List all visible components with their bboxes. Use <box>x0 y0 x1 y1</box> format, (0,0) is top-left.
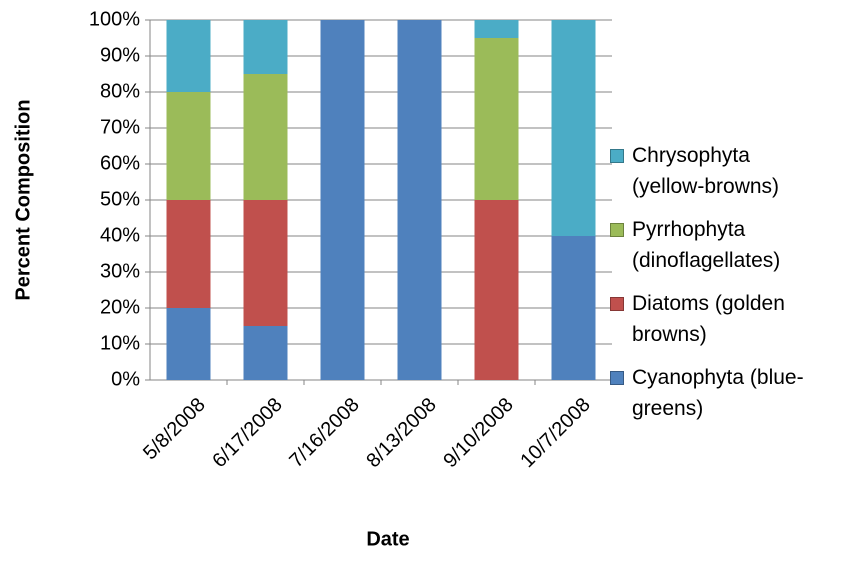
bar-segment <box>474 38 519 200</box>
bar-segment <box>551 20 596 236</box>
y-tick-label: 90% <box>100 44 140 66</box>
y-tick-label: 80% <box>100 80 140 102</box>
x-tick-label: 8/13/2008 <box>362 394 440 472</box>
legend-item: Chrysophyta (yellow-browns) <box>610 140 820 202</box>
bar-segment <box>474 20 519 38</box>
x-tick-label: 7/16/2008 <box>285 394 363 472</box>
legend-label: Chrysophyta (yellow-browns) <box>632 144 780 198</box>
bar-segment <box>397 20 442 380</box>
x-tick-label: 5/8/2008 <box>139 394 210 465</box>
y-tick-label: 0% <box>111 368 140 390</box>
y-axis-title: Percent Composition <box>12 99 34 300</box>
x-axis-title: Date <box>366 528 409 550</box>
legend-item: Diatoms (golden browns) <box>610 288 820 350</box>
legend-swatch <box>610 297 624 311</box>
bar-segment <box>243 326 288 380</box>
legend-swatch <box>610 149 624 163</box>
bar-segment <box>474 200 519 380</box>
y-tick-label: 30% <box>100 260 140 282</box>
y-tick-label: 40% <box>100 224 140 246</box>
bar-segment <box>166 92 211 200</box>
y-tick-label: 100% <box>89 8 140 30</box>
bar-segment <box>166 308 211 380</box>
y-tick-label: 60% <box>100 152 140 174</box>
x-tick-label: 10/7/2008 <box>516 394 594 472</box>
legend-label: Diatoms (golden browns) <box>632 292 785 346</box>
y-tick-label: 70% <box>100 116 140 138</box>
bar-segment <box>243 200 288 326</box>
y-tick-label: 50% <box>100 188 140 210</box>
legend-label: Pyrrhophyta (dinoflagellates) <box>632 218 781 272</box>
y-tick-label: 20% <box>100 296 140 318</box>
legend-item: Cyanophyta (blue-greens) <box>610 362 820 424</box>
bar-segment <box>243 20 288 74</box>
bar-segment <box>551 236 596 380</box>
legend-swatch <box>610 223 624 237</box>
legend-item: Pyrrhophyta (dinoflagellates) <box>610 214 820 276</box>
legend-label: Cyanophyta (blue-greens) <box>632 366 804 420</box>
bar-segment <box>243 74 288 200</box>
x-tick-label: 9/10/2008 <box>439 394 517 472</box>
bar-segment <box>320 20 365 380</box>
bar-segment <box>166 20 211 92</box>
y-tick-label: 10% <box>100 332 140 354</box>
legend-swatch <box>610 371 624 385</box>
x-tick-label: 6/17/2008 <box>208 394 286 472</box>
legend: Chrysophyta (yellow-browns) Pyrrhophyta (… <box>610 140 820 436</box>
bar-segment <box>166 200 211 308</box>
